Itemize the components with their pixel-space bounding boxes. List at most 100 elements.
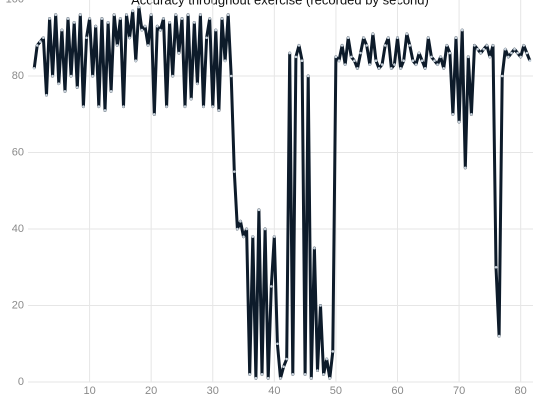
data-point bbox=[233, 170, 236, 173]
data-point bbox=[263, 227, 267, 231]
data-point bbox=[143, 24, 147, 28]
data-point bbox=[374, 59, 378, 62]
y-tick-label: 80 bbox=[12, 70, 24, 82]
data-point bbox=[497, 334, 501, 338]
data-point bbox=[266, 376, 270, 380]
data-point bbox=[57, 82, 61, 85]
data-point bbox=[149, 13, 153, 17]
data-point bbox=[402, 59, 405, 62]
data-point bbox=[35, 44, 39, 47]
data-point bbox=[140, 28, 144, 32]
data-point bbox=[248, 373, 252, 376]
data-point bbox=[297, 44, 301, 47]
data-point bbox=[359, 51, 362, 55]
data-point bbox=[85, 36, 88, 40]
data-point bbox=[500, 74, 504, 78]
data-point bbox=[66, 17, 70, 20]
data-point bbox=[309, 376, 313, 380]
chart-title: Accuracy throughout exercise (recorded b… bbox=[131, 0, 429, 7]
data-point bbox=[279, 376, 282, 380]
x-tick-label: 10 bbox=[83, 385, 95, 397]
data-point bbox=[220, 17, 224, 20]
data-point bbox=[488, 55, 492, 59]
data-point bbox=[350, 55, 353, 59]
data-point bbox=[131, 9, 134, 13]
data-point bbox=[171, 74, 175, 78]
data-point bbox=[168, 21, 171, 24]
data-point bbox=[334, 55, 338, 59]
data-point bbox=[51, 74, 54, 78]
x-tick-label: 40 bbox=[268, 385, 280, 397]
data-point bbox=[507, 55, 510, 59]
data-point bbox=[122, 105, 125, 108]
data-point bbox=[380, 63, 384, 66]
data-point bbox=[362, 36, 365, 40]
data-point bbox=[39, 40, 42, 43]
x-tick-label: 60 bbox=[391, 385, 403, 397]
data-point bbox=[479, 51, 482, 55]
data-point bbox=[94, 24, 98, 28]
data-point bbox=[276, 342, 279, 346]
data-point bbox=[165, 105, 168, 108]
data-point bbox=[482, 47, 486, 51]
data-point bbox=[75, 86, 79, 89]
y-tick-label: 20 bbox=[12, 299, 24, 311]
data-point bbox=[223, 59, 227, 62]
data-point bbox=[285, 357, 288, 361]
data-point bbox=[134, 59, 138, 62]
x-tick-label: 80 bbox=[515, 385, 527, 397]
data-point bbox=[399, 67, 402, 70]
data-point bbox=[522, 44, 526, 47]
data-point bbox=[217, 109, 221, 112]
data-point bbox=[510, 51, 513, 55]
data-point bbox=[445, 44, 449, 47]
data-point bbox=[463, 166, 467, 170]
data-point bbox=[202, 105, 205, 108]
data-point bbox=[476, 47, 479, 51]
data-point bbox=[106, 21, 110, 24]
data-point bbox=[128, 36, 131, 40]
data-point bbox=[516, 51, 519, 55]
data-point bbox=[383, 44, 387, 47]
data-point bbox=[137, 5, 141, 9]
data-point bbox=[491, 44, 495, 47]
data-point bbox=[180, 17, 184, 20]
data-point bbox=[365, 44, 369, 47]
data-point bbox=[42, 36, 45, 40]
data-point bbox=[423, 67, 427, 70]
data-point bbox=[103, 109, 107, 112]
data-point bbox=[214, 28, 218, 32]
data-point bbox=[146, 44, 150, 47]
data-point bbox=[319, 304, 322, 307]
data-point bbox=[242, 235, 245, 238]
data-point bbox=[159, 28, 162, 32]
data-point bbox=[316, 369, 319, 372]
data-point bbox=[152, 112, 156, 116]
data-point bbox=[97, 105, 101, 108]
data-point bbox=[448, 51, 452, 55]
data-point bbox=[72, 21, 76, 24]
data-point bbox=[368, 63, 372, 66]
data-point bbox=[436, 63, 439, 66]
data-point bbox=[196, 82, 199, 85]
data-point bbox=[485, 44, 489, 47]
data-point bbox=[451, 112, 455, 116]
y-tick-label: 100 bbox=[6, 0, 24, 5]
data-point bbox=[414, 63, 418, 66]
data-point bbox=[494, 265, 498, 269]
data-point bbox=[433, 59, 436, 62]
data-point bbox=[377, 67, 381, 70]
data-point bbox=[454, 36, 458, 40]
data-point bbox=[303, 373, 307, 376]
data-point bbox=[420, 59, 424, 62]
data-point bbox=[525, 51, 529, 55]
data-point bbox=[396, 36, 399, 40]
data-point bbox=[45, 93, 48, 97]
x-tick-label: 70 bbox=[453, 385, 465, 397]
data-point bbox=[337, 59, 341, 62]
data-point bbox=[371, 32, 375, 36]
data-point bbox=[356, 67, 359, 70]
data-point bbox=[211, 105, 215, 108]
data-point bbox=[460, 28, 464, 32]
